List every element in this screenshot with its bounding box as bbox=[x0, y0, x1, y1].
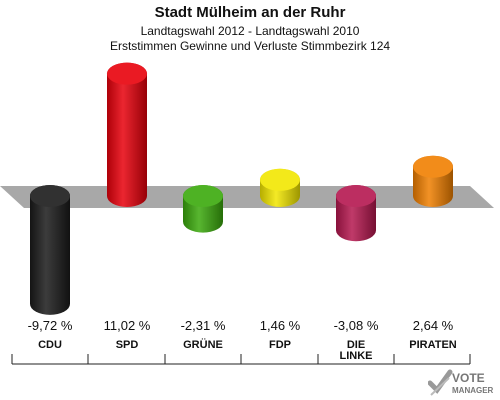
bars bbox=[30, 62, 453, 315]
value-label: 2,64 % bbox=[413, 318, 454, 333]
category-label: DIE LINKE bbox=[340, 339, 373, 362]
category-label: PIRATEN bbox=[409, 339, 457, 351]
bar-cdu bbox=[30, 185, 70, 315]
bar-fdp bbox=[260, 168, 300, 207]
bar-die-linke bbox=[336, 185, 376, 242]
value-label: 1,46 % bbox=[260, 318, 301, 333]
bar-piraten bbox=[413, 155, 453, 207]
logo-text-vote: VOTE bbox=[452, 371, 485, 385]
vote-manager-logo: VOTE MANAGER bbox=[428, 369, 494, 396]
category-label: FDP bbox=[269, 339, 291, 351]
logo-text-manager: MANAGER bbox=[452, 386, 494, 395]
category-label: CDU bbox=[38, 339, 62, 351]
bar-grüne bbox=[183, 185, 223, 233]
category-label: SPD bbox=[116, 339, 139, 351]
category-label: GRÜNE bbox=[183, 338, 223, 351]
category-axis: CDU SPD GRÜNE FDP DIE LINKE PIRATEN bbox=[11, 338, 471, 365]
chart-title: Stadt Mülheim an der Ruhr bbox=[154, 4, 346, 21]
value-label: 11,02 % bbox=[104, 318, 151, 333]
value-label: -9,72 % bbox=[28, 318, 73, 333]
checkmark-icon bbox=[428, 369, 453, 396]
chart-subtitle-2: Erststimmen Gewinne und Verluste Stimmbe… bbox=[109, 39, 391, 53]
value-labels: -9,72 % 11,02 % -2,31 % 1,46 % -3,08 % 2,64 % bbox=[28, 318, 454, 333]
value-label: -3,08 % bbox=[334, 318, 379, 333]
bar-spd bbox=[107, 62, 147, 207]
value-label: -2,31 % bbox=[181, 318, 226, 333]
chart-subtitle: Landtagswahl 2012 - Landtagswahl 2010 bbox=[140, 24, 360, 38]
